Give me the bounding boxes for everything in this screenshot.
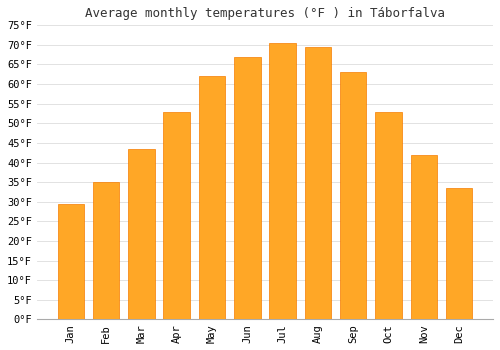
Bar — [234, 57, 260, 320]
Bar — [93, 182, 120, 320]
Bar — [164, 112, 190, 320]
Bar — [270, 43, 296, 320]
Title: Average monthly temperatures (°F ) in Táborfalva: Average monthly temperatures (°F ) in Tá… — [85, 7, 445, 20]
Bar — [304, 47, 331, 320]
Bar — [58, 204, 84, 320]
Bar — [446, 188, 472, 320]
Bar — [375, 112, 402, 320]
Bar — [340, 72, 366, 320]
Bar — [410, 155, 437, 320]
Bar — [128, 149, 154, 320]
Bar — [198, 76, 225, 320]
